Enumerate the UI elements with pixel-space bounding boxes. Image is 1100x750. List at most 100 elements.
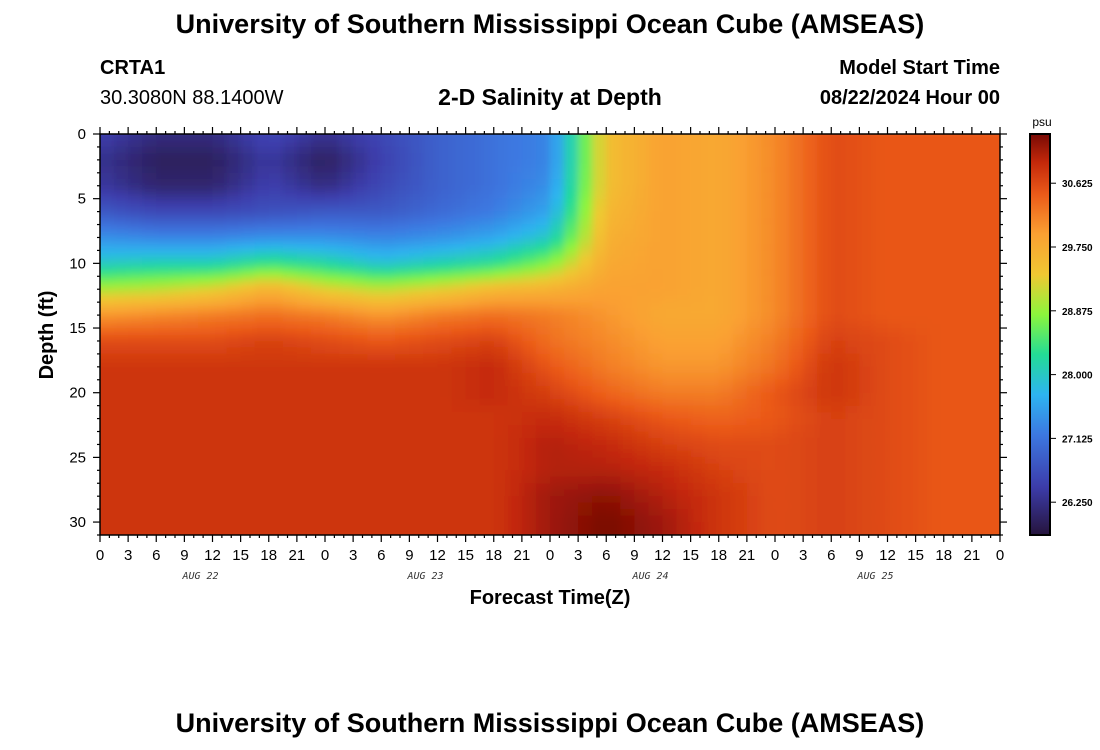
x-axis-tick-label: 18 (710, 547, 727, 564)
heatmap-cell (760, 528, 776, 535)
heatmap-cell (437, 450, 453, 458)
heatmap-cell (803, 321, 818, 329)
heatmap-cell (578, 412, 593, 420)
heatmap-cell (325, 405, 340, 413)
heatmap-cell (690, 418, 706, 426)
heatmap-cell (985, 515, 1000, 523)
heatmap-cell (170, 405, 185, 413)
heatmap-cell (114, 192, 129, 200)
heatmap-cell (676, 192, 692, 200)
heatmap-cell (887, 509, 903, 517)
heatmap-cell (943, 256, 959, 264)
heatmap-cell (634, 198, 650, 206)
heatmap-cell (845, 140, 860, 148)
heatmap-cell (929, 302, 945, 310)
heatmap-cell (550, 412, 565, 420)
heatmap-cell (325, 334, 340, 342)
heatmap-cell (268, 496, 284, 504)
heatmap-cell (521, 502, 537, 510)
heatmap-cell (831, 146, 846, 155)
heatmap-cell (310, 140, 326, 148)
heatmap-cell (564, 444, 579, 452)
heatmap-cell (676, 476, 692, 484)
heatmap-cell (535, 379, 551, 387)
heatmap-cell (564, 250, 579, 258)
heatmap-cell (100, 379, 101, 387)
heatmap-cell (423, 340, 439, 349)
heatmap-cell (142, 166, 157, 174)
heatmap-cell (535, 353, 551, 361)
heatmap-cell (282, 166, 298, 174)
heatmap-cell (212, 231, 228, 239)
x-axis-tick-label: 3 (124, 547, 132, 564)
heatmap-cell (775, 328, 790, 336)
heatmap-cell (803, 515, 818, 523)
heatmap-cell (156, 237, 171, 245)
heatmap-cell (592, 328, 607, 336)
heatmap-cell (550, 328, 565, 336)
heatmap-cell (732, 134, 748, 142)
heatmap-cell (915, 470, 931, 478)
heatmap-cell (634, 340, 650, 349)
heatmap-cell (901, 379, 917, 387)
heatmap-cell (353, 159, 368, 167)
heatmap-cell (971, 166, 987, 174)
heatmap-cell (465, 483, 481, 491)
heatmap-cell (296, 185, 312, 193)
heatmap-cell (929, 328, 945, 336)
heatmap-cell (170, 483, 185, 491)
heatmap-cell (634, 373, 650, 381)
heatmap-cell (789, 166, 804, 174)
heatmap-cell (732, 256, 748, 264)
heatmap-cell (789, 159, 804, 167)
heatmap-cell (760, 308, 776, 316)
heatmap-cell (142, 263, 157, 271)
heatmap-cell (803, 366, 818, 374)
heatmap-cell (634, 308, 650, 316)
heatmap-cell (746, 366, 762, 374)
heatmap-cell (831, 256, 846, 264)
heatmap-cell (916, 535, 931, 542)
heatmap-cell (578, 211, 593, 219)
heatmap-cell (957, 166, 973, 174)
heatmap-cell (915, 308, 931, 316)
heatmap-cell (985, 295, 1000, 303)
heatmap-cell (760, 366, 776, 374)
heatmap-cell (142, 140, 157, 148)
heatmap-cell (226, 450, 242, 458)
colorbar-tick-label: 28.000 (1062, 371, 1093, 382)
x-axis-tick-label: 21 (289, 547, 306, 564)
heatmap-cell (437, 373, 453, 381)
heatmap-cell (212, 211, 228, 219)
heatmap-cell (184, 166, 200, 174)
heatmap-cell (465, 425, 481, 433)
heatmap-cell (817, 528, 832, 535)
heatmap-cell (887, 353, 903, 361)
heatmap-cell (521, 140, 537, 148)
heatmap-cell (254, 276, 270, 284)
heatmap-cell (634, 496, 650, 504)
heatmap-cell (282, 321, 298, 329)
heatmap-cell (550, 463, 565, 471)
heatmap-cell (943, 134, 959, 142)
heatmap-cell (662, 515, 678, 523)
heatmap-cell (845, 276, 860, 284)
heatmap-cell (845, 418, 860, 426)
heatmap-cell (985, 231, 1000, 239)
heatmap-cell (592, 425, 607, 433)
heatmap-cell (690, 153, 706, 161)
heatmap-cell (564, 256, 579, 264)
heatmap-cell (971, 431, 987, 439)
heatmap-cell (353, 463, 368, 471)
heatmap-cell (507, 425, 523, 433)
heatmap-cell (451, 315, 467, 323)
heatmap-cell (957, 185, 973, 193)
heatmap-cell (367, 205, 382, 213)
heatmap-cell (606, 146, 621, 155)
heatmap-cell (648, 153, 664, 161)
heatmap-cell (676, 483, 692, 491)
heatmap-cell (507, 185, 523, 193)
heatmap-cell (339, 179, 354, 187)
heatmap-cell (451, 328, 467, 336)
heatmap-cell (746, 276, 762, 284)
